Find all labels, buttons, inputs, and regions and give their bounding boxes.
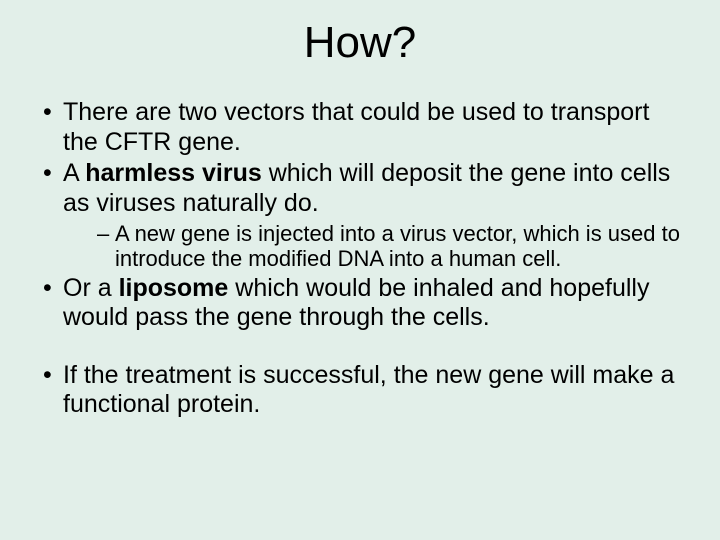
bullet-text: liposome xyxy=(119,274,229,302)
bullet-sublist: A new gene is injected into a virus vect… xyxy=(63,221,685,272)
bullet-list: There are two vectors that could be used… xyxy=(35,98,685,420)
bullet-level1: A harmless virus which will deposit the … xyxy=(35,159,685,272)
bullet-text: If the treatment is successful, the new … xyxy=(63,361,674,419)
bullet-text: A new gene is injected into a virus vect… xyxy=(115,221,680,271)
slide: How? There are two vectors that could be… xyxy=(0,0,720,540)
bullet-text: harmless virus xyxy=(85,159,262,187)
bullet-spacer xyxy=(35,335,685,361)
bullet-text: There are two vectors that could be used… xyxy=(63,98,649,156)
bullet-level1: Or a liposome which would be inhaled and… xyxy=(35,274,685,333)
slide-title: How? xyxy=(35,18,685,68)
bullet-text: A xyxy=(63,159,85,187)
bullet-level1: There are two vectors that could be used… xyxy=(35,98,685,157)
bullet-text: Or a xyxy=(63,274,119,302)
bullet-level2: A new gene is injected into a virus vect… xyxy=(93,221,685,272)
bullet-level1: If the treatment is successful, the new … xyxy=(35,361,685,420)
